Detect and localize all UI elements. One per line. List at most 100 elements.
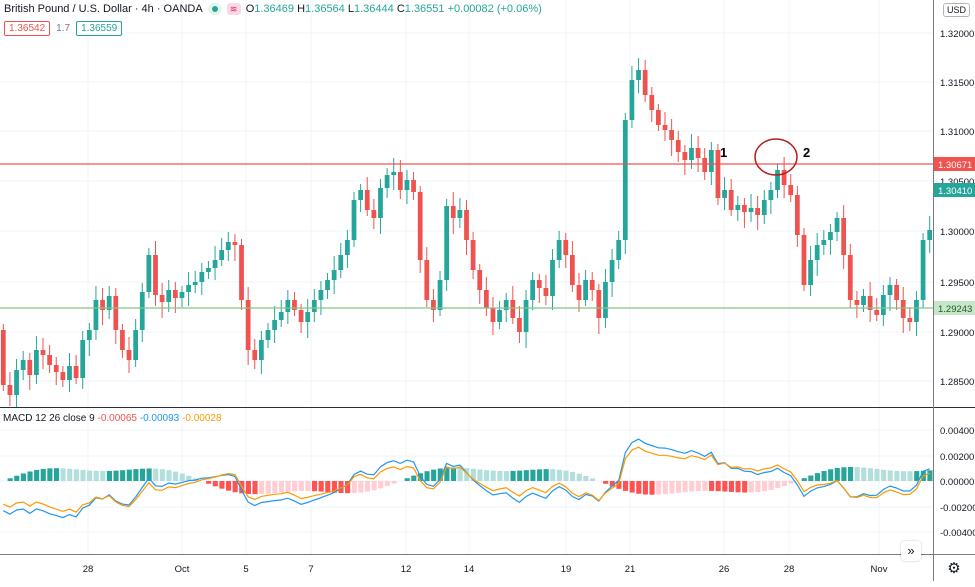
candle-up [193, 282, 198, 285]
macd-histogram-bar [894, 471, 899, 481]
macd-histogram-bar [206, 481, 211, 484]
macd-histogram-bar [153, 469, 158, 481]
time-tick-label: Oct [175, 564, 190, 575]
macd-histogram-bar [325, 481, 330, 492]
candle-down [60, 372, 65, 380]
macd-histogram-bar [14, 476, 19, 481]
macd-histogram-bar [299, 481, 304, 491]
macd-histogram-bar [583, 476, 588, 481]
macd-histogram-bar [702, 481, 707, 491]
candle-up [325, 280, 330, 290]
candle-up [821, 240, 826, 245]
candle-down [160, 295, 165, 302]
macd-histogram-bar [385, 481, 390, 486]
sell-price-button[interactable]: 1.36542 [4, 21, 50, 36]
price-chart[interactable]: 1 2 [0, 0, 933, 407]
candle-up [689, 148, 694, 160]
macd-histogram-bar [252, 481, 257, 494]
macd-title[interactable]: MACD 12 26 close 9 [3, 413, 95, 424]
macd-chart[interactable] [0, 408, 933, 554]
time-tick-label: 7 [308, 564, 313, 575]
candle-up [735, 205, 740, 210]
candle-down [742, 205, 747, 212]
candle-up [206, 268, 211, 272]
double-chevron-right-icon[interactable]: » [901, 541, 921, 561]
candle-up [319, 290, 324, 300]
macd-histogram-bar [497, 471, 502, 481]
candle-up [749, 208, 754, 212]
macd-histogram-bar [782, 481, 787, 486]
candle-up [630, 80, 635, 120]
candle-up [709, 150, 714, 172]
macd-histogram-bar [279, 481, 284, 492]
macd-histogram-bar [47, 468, 52, 481]
candle-up [345, 240, 350, 255]
macd-histogram-bar [484, 470, 489, 481]
candle-down [113, 296, 118, 330]
macd-histogram-bar [160, 469, 165, 481]
symbol-title[interactable]: British Pound / U.S. Dollar · 4h · OANDA [4, 3, 203, 15]
macd-line-value: -0.00093 [140, 413, 179, 424]
candle-up [226, 242, 231, 250]
candle-down [656, 110, 661, 125]
candle-up [815, 245, 820, 260]
macd-histogram-bar [352, 481, 357, 493]
candle-down [153, 255, 158, 295]
macd-histogram-bar [656, 481, 661, 495]
flag-icon[interactable]: ≋ [227, 3, 241, 15]
macd-histogram-bar [133, 469, 138, 481]
low-value: 1.36444 [354, 3, 394, 15]
macd-histogram-bar [623, 481, 628, 491]
macd-histogram-bar [27, 471, 32, 481]
time-tick-label: 19 [561, 564, 572, 575]
buy-price-button[interactable]: 1.36559 [76, 21, 122, 36]
macd-histogram-bar [34, 470, 39, 481]
change-value: +0.00082 (+0.06%) [448, 3, 542, 15]
candle-down [795, 195, 800, 235]
candle-down [47, 355, 52, 365]
macd-histogram-bar [524, 470, 529, 481]
macd-histogram-bar [570, 472, 575, 481]
highlight-ellipse[interactable] [755, 139, 797, 175]
macd-histogram-bar [67, 469, 72, 481]
time-tick-label: 28 [784, 564, 795, 575]
currency-badge[interactable]: USD [943, 3, 970, 17]
candle-down [173, 290, 178, 298]
macd-histogram-bar [755, 481, 760, 492]
macd-histogram-bar [451, 468, 456, 481]
candle-down [802, 235, 807, 285]
eye-icon[interactable] [208, 3, 222, 15]
candle-down [696, 148, 701, 158]
candle-up [775, 170, 780, 190]
annotation-label-1[interactable]: 1 [720, 145, 727, 160]
candle-up [34, 350, 39, 375]
macd-histogram-bar [424, 471, 429, 481]
candle-up [524, 300, 529, 332]
gear-icon[interactable]: ⚙ [945, 560, 963, 578]
candle-down [874, 310, 879, 315]
macd-histogram-bar [219, 481, 224, 489]
macd-histogram-bar [729, 481, 734, 492]
macd-histogram-bar [550, 469, 555, 481]
price-tick-label: 1.29000 [940, 328, 974, 339]
candle-down [755, 208, 760, 215]
macd-histogram-bar [213, 481, 218, 486]
macd-tick-label: 0.00400 [940, 426, 974, 437]
candle-down [365, 190, 370, 210]
macd-histogram-bar [788, 481, 793, 484]
macd-histogram-bar [491, 471, 496, 481]
candle-down [907, 318, 912, 322]
macd-histogram-bar [861, 468, 866, 481]
candle-up [67, 366, 72, 380]
macd-histogram-bar [901, 471, 906, 481]
candle-up [828, 232, 833, 240]
macd-histogram-bar [841, 467, 846, 481]
macd-histogram-bar [696, 481, 701, 491]
candle-down [729, 190, 734, 210]
candle-down [649, 95, 654, 110]
candle-up [861, 296, 866, 305]
annotation-label-2[interactable]: 2 [803, 145, 810, 160]
candle-down [643, 70, 648, 95]
